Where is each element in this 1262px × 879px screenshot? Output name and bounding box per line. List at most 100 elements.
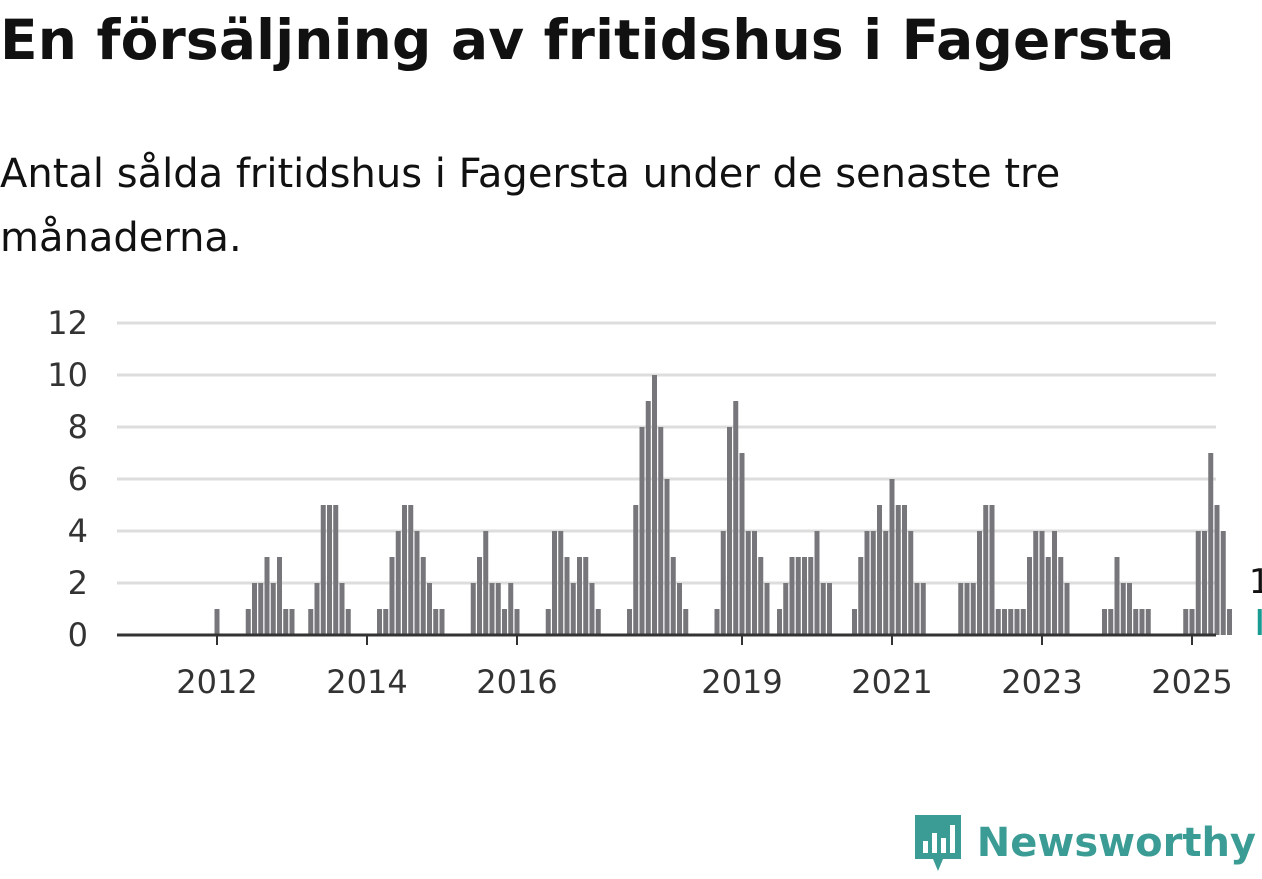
bar <box>545 609 551 635</box>
bar <box>1039 531 1045 635</box>
bar <box>764 583 770 635</box>
chart-title: En försäljning av fritidshus i Fagersta <box>0 8 1175 72</box>
bar <box>808 557 814 635</box>
bar <box>1120 583 1126 635</box>
bar <box>889 479 895 635</box>
bar <box>277 557 282 635</box>
bar <box>589 583 595 635</box>
bar <box>1183 609 1189 635</box>
bar <box>308 609 314 635</box>
bar <box>283 609 289 635</box>
bar <box>683 609 689 635</box>
bar <box>1020 609 1026 635</box>
bar <box>995 609 1001 635</box>
annotations: 1 <box>1249 562 1262 602</box>
bar <box>677 583 682 635</box>
bar <box>745 531 751 635</box>
bar <box>1102 609 1107 635</box>
bar <box>920 583 926 635</box>
bar <box>427 583 432 635</box>
chart-subtitle: Antal sålda fritidshus i Fagersta under … <box>0 151 1061 261</box>
bar <box>970 583 976 635</box>
bar <box>577 557 582 635</box>
data-label: 1 <box>1249 562 1262 602</box>
bar <box>639 427 645 635</box>
bar <box>508 583 514 635</box>
bar <box>433 609 439 635</box>
bars <box>214 375 1262 635</box>
bar <box>1208 453 1214 635</box>
y-axis-labels: 0 2 4 6 8 10 12 <box>47 304 88 654</box>
bar <box>877 505 882 635</box>
bar <box>1052 531 1057 635</box>
bar <box>595 609 601 635</box>
y-tick-label: 8 <box>68 408 88 446</box>
bar <box>633 505 639 635</box>
bar <box>977 531 982 635</box>
bar <box>758 557 764 635</box>
bar <box>489 583 495 635</box>
bar <box>1014 609 1020 635</box>
bar <box>1189 609 1195 635</box>
bar <box>902 505 907 635</box>
bar <box>864 531 870 635</box>
bar <box>783 583 789 635</box>
x-tick-label: 2025 <box>1151 663 1232 701</box>
bar <box>583 557 589 635</box>
bar <box>989 505 995 635</box>
bar <box>1027 557 1032 635</box>
bar <box>958 583 964 635</box>
bar-chart: 0 2 4 6 8 10 12 2012 2014 2016 2019 2021 2023 2025 1 <box>47 304 1262 701</box>
bar <box>477 557 482 635</box>
bar <box>1033 531 1039 635</box>
bar <box>795 557 801 635</box>
bar <box>495 583 501 635</box>
bar <box>739 453 745 635</box>
bar <box>264 557 270 635</box>
bar <box>1045 557 1051 635</box>
bar <box>483 531 489 635</box>
bar <box>914 583 920 635</box>
bar <box>820 583 826 635</box>
x-axis-labels: 2012 2014 2016 2019 2021 2023 2025 <box>176 663 1232 701</box>
bar <box>1064 583 1070 635</box>
bar <box>314 583 320 635</box>
bar <box>383 609 389 635</box>
bar <box>320 505 326 635</box>
y-tick-label: 6 <box>68 460 88 498</box>
bar <box>395 531 401 635</box>
bar <box>402 505 407 635</box>
y-tick-label: 4 <box>68 512 88 550</box>
bar <box>1127 583 1132 635</box>
bar <box>564 557 570 635</box>
bar <box>827 583 832 635</box>
bar <box>1195 531 1201 635</box>
bar <box>502 609 507 635</box>
x-tick-label: 2023 <box>1001 663 1082 701</box>
bar <box>658 427 664 635</box>
bar <box>252 583 257 635</box>
bar <box>1114 557 1120 635</box>
y-tick-label: 10 <box>47 356 88 394</box>
bar <box>983 505 989 635</box>
bar <box>1145 609 1151 635</box>
bar <box>333 505 339 635</box>
bar <box>245 609 251 635</box>
bar <box>258 583 264 635</box>
bar <box>814 531 820 635</box>
bar <box>714 609 720 635</box>
bar <box>652 375 657 635</box>
bar <box>1108 609 1114 635</box>
bar <box>558 531 564 635</box>
bar <box>645 401 651 635</box>
bar <box>777 609 782 635</box>
bar <box>727 427 732 635</box>
bar <box>389 557 395 635</box>
x-axis <box>117 633 1216 645</box>
x-tick-label: 2012 <box>176 663 257 701</box>
bar <box>214 609 220 635</box>
x-tick-label: 2019 <box>701 663 782 701</box>
newsworthy-logo-text: Newsworthy <box>976 820 1256 866</box>
bar <box>870 531 876 635</box>
bar <box>964 583 970 635</box>
